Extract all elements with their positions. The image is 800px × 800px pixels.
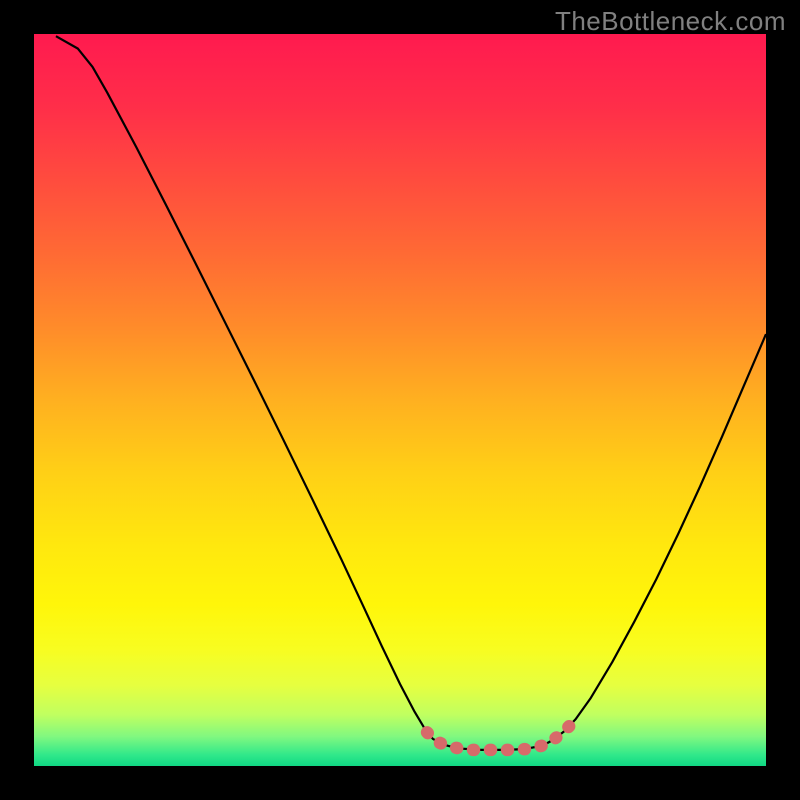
chart-outer: TheBottleneck.com [0,0,800,800]
gradient-background [34,34,766,766]
plot-area [34,34,766,766]
watermark-text: TheBottleneck.com [555,6,786,37]
plot-svg [34,34,766,766]
